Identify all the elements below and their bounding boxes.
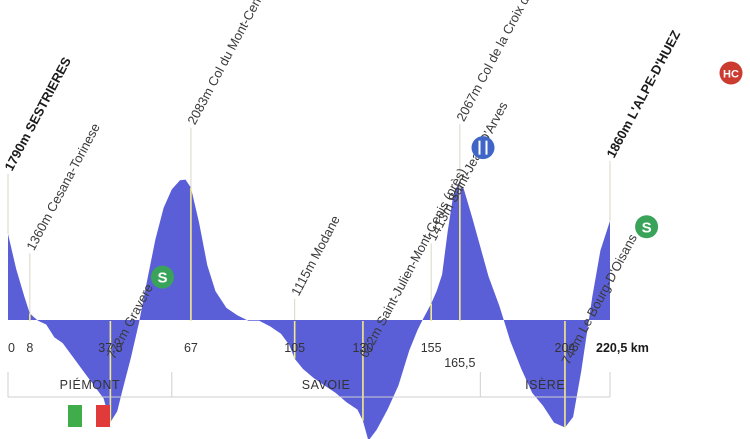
region-label: ISÈRE <box>525 377 565 392</box>
flag-stripe <box>68 405 82 427</box>
sprint-icon <box>635 215 659 239</box>
elevation-area <box>8 179 610 439</box>
km-tick-label: 0 <box>8 341 15 355</box>
waypoint-label: 1860m L'ALPE-D'HUEZ <box>603 28 683 160</box>
km-tick-label: 37,5 <box>98 341 122 355</box>
sprint-icon-letter: S <box>157 270 167 287</box>
waypoint-icons: SHCHCSHC <box>150 61 743 289</box>
feed-icon <box>471 136 495 160</box>
italy-flag <box>68 405 110 427</box>
km-tick-label: 155 <box>421 341 442 355</box>
waypoint-label: 1790m SESTRIERES <box>1 54 74 173</box>
waypoint-label: 2083m Col du Mont-Cenis <box>184 0 268 127</box>
region-label: SAVOIE <box>302 378 351 392</box>
flag-stripe <box>96 405 110 427</box>
waypoint-lines-over-area <box>29 184 566 428</box>
km-tick-label: 220,5 km <box>596 341 649 355</box>
climb-icon <box>719 61 743 85</box>
flag-stripe <box>82 405 96 427</box>
region-bar: PIÉMONT SAVOIE ISÈRE <box>7 372 611 398</box>
climb-icon-letter: HC <box>723 69 739 81</box>
waypoint-label: 1360m Cesana-Torinese <box>23 121 103 253</box>
km-tick-label: 204 <box>555 341 576 355</box>
sprint-icon-letter: S <box>642 219 652 236</box>
km-tick-label: 105 <box>284 341 305 355</box>
region-label: PIÉMONT <box>60 377 120 392</box>
km-tick-label: 165,5 <box>444 356 475 370</box>
km-tick-label: 67 <box>184 341 198 355</box>
km-tick-label: 8 <box>26 341 33 355</box>
km-tick-label: 130 <box>352 341 373 355</box>
waypoint-label: 1115m Modane <box>288 213 343 298</box>
sprint-icon <box>150 265 174 289</box>
